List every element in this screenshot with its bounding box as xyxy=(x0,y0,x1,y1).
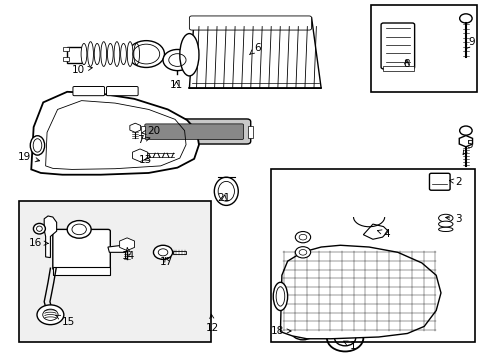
FancyBboxPatch shape xyxy=(189,16,311,30)
Text: 21: 21 xyxy=(217,193,230,203)
FancyBboxPatch shape xyxy=(53,229,110,270)
Bar xyxy=(270,170,473,342)
Text: 13: 13 xyxy=(139,154,152,165)
Ellipse shape xyxy=(33,224,45,234)
FancyBboxPatch shape xyxy=(428,173,449,190)
Ellipse shape xyxy=(121,44,126,65)
FancyBboxPatch shape xyxy=(144,124,243,139)
Ellipse shape xyxy=(214,177,238,206)
Text: 5: 5 xyxy=(462,140,471,154)
Text: 3: 3 xyxy=(445,214,461,224)
Polygon shape xyxy=(363,224,387,239)
Ellipse shape xyxy=(438,221,452,227)
Bar xyxy=(19,201,210,342)
Text: 15: 15 xyxy=(56,315,75,327)
Ellipse shape xyxy=(87,42,93,66)
Text: 14: 14 xyxy=(122,248,135,261)
Circle shape xyxy=(290,322,314,340)
FancyBboxPatch shape xyxy=(73,86,104,96)
Ellipse shape xyxy=(438,227,452,231)
Text: 17: 17 xyxy=(160,257,173,267)
Text: 8: 8 xyxy=(403,59,409,68)
Circle shape xyxy=(153,245,172,259)
Bar xyxy=(63,47,69,51)
Bar xyxy=(172,251,185,254)
Text: 11: 11 xyxy=(169,80,183,90)
Bar xyxy=(371,5,476,92)
FancyBboxPatch shape xyxy=(106,86,138,96)
Ellipse shape xyxy=(180,33,199,76)
Bar xyxy=(140,126,145,138)
Text: 20: 20 xyxy=(142,126,161,136)
Polygon shape xyxy=(280,245,440,339)
Text: 6: 6 xyxy=(249,43,261,54)
Bar xyxy=(382,66,413,71)
Ellipse shape xyxy=(114,42,120,66)
Ellipse shape xyxy=(81,44,87,65)
Text: 1: 1 xyxy=(343,341,356,351)
Bar xyxy=(63,57,69,62)
Ellipse shape xyxy=(134,44,139,65)
Ellipse shape xyxy=(30,136,44,155)
Circle shape xyxy=(326,325,363,351)
FancyBboxPatch shape xyxy=(380,23,414,69)
Text: 9: 9 xyxy=(465,37,474,49)
Text: 19: 19 xyxy=(18,152,40,162)
Bar xyxy=(19,201,210,342)
Circle shape xyxy=(128,41,164,67)
Ellipse shape xyxy=(438,214,452,222)
Ellipse shape xyxy=(94,44,100,65)
Text: 2: 2 xyxy=(448,177,461,187)
Bar xyxy=(248,126,253,138)
Text: 10: 10 xyxy=(72,65,92,75)
Circle shape xyxy=(37,305,64,325)
Circle shape xyxy=(295,231,310,243)
Text: 7: 7 xyxy=(137,135,150,145)
Circle shape xyxy=(295,247,310,258)
FancyBboxPatch shape xyxy=(137,119,250,144)
Text: 16: 16 xyxy=(29,238,48,248)
Circle shape xyxy=(459,126,471,135)
Text: 12: 12 xyxy=(206,314,219,333)
Circle shape xyxy=(459,14,471,23)
Bar xyxy=(67,47,81,63)
Ellipse shape xyxy=(101,42,106,66)
Circle shape xyxy=(67,221,91,238)
Polygon shape xyxy=(44,216,57,258)
Ellipse shape xyxy=(127,42,133,66)
Ellipse shape xyxy=(273,282,287,311)
Text: 4: 4 xyxy=(377,229,389,239)
Polygon shape xyxy=(108,245,128,252)
Polygon shape xyxy=(31,92,199,175)
Polygon shape xyxy=(189,18,321,88)
Ellipse shape xyxy=(107,44,113,65)
Bar xyxy=(53,267,110,275)
Text: 18: 18 xyxy=(270,326,290,336)
Circle shape xyxy=(163,49,191,71)
